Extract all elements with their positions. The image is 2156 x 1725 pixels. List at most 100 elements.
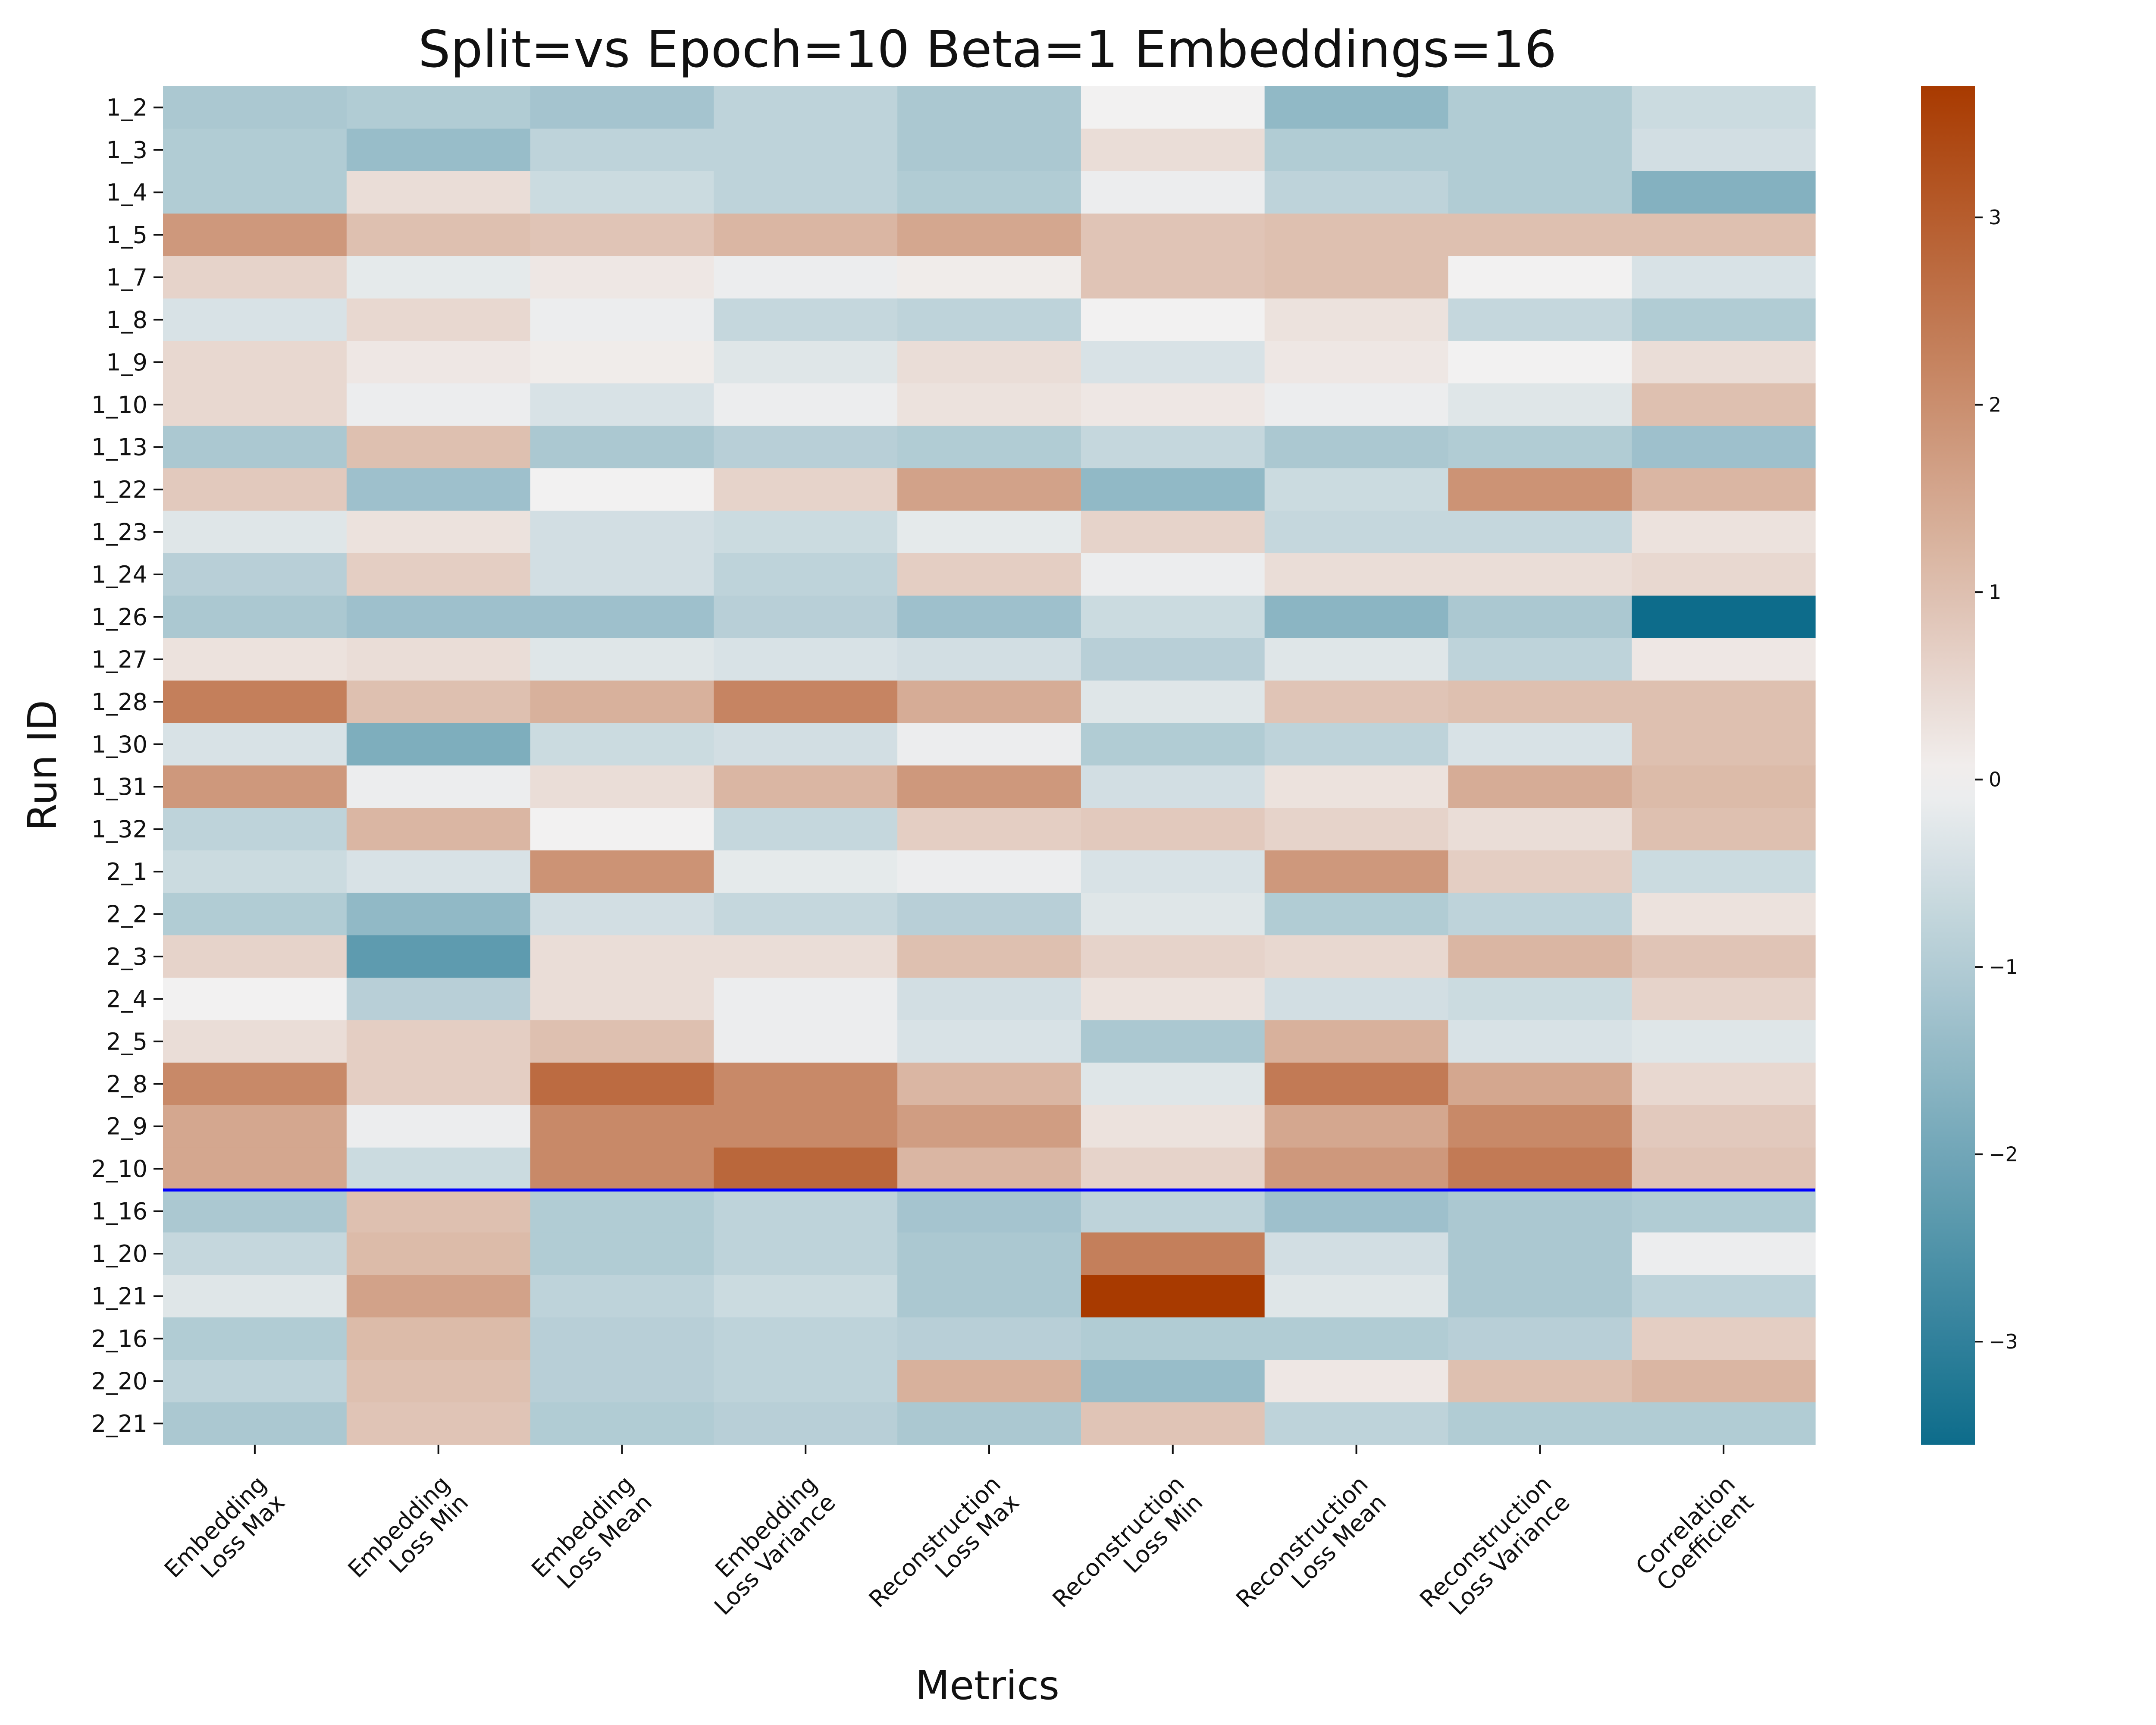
heatmap-cell-2_16-col3 (530, 1317, 714, 1360)
heatmap-cell-1_2-col2 (346, 86, 531, 129)
y-tick-label: 2_20 (91, 1367, 147, 1395)
heatmap-cell-1_24-col4 (714, 553, 898, 596)
heatmap-cell-2_8-col6 (1081, 1063, 1265, 1106)
y-tick-label: 1_5 (106, 222, 147, 249)
heatmap-cell-1_32-col1 (163, 808, 347, 851)
heatmap-cell-1_8-col5 (897, 298, 1081, 342)
heatmap-cell-1_4-col5 (897, 171, 1081, 214)
heatmap-cell-1_2-col8 (1448, 86, 1632, 129)
heatmap-cell-1_32-col7 (1264, 808, 1449, 851)
y-tick-label: 1_32 (91, 816, 147, 843)
heatmap-cell-1_21-col2 (346, 1275, 531, 1318)
y-tick-label: 1_20 (91, 1240, 147, 1267)
heatmap-cell-2_5-col2 (346, 1020, 531, 1063)
heatmap-cell-1_27-col9 (1632, 638, 1816, 681)
heatmap-cell-1_22-col2 (346, 468, 531, 511)
y-tick-label: 1_30 (91, 731, 147, 758)
x-tick-label: ReconstructionLoss Max (864, 1471, 1025, 1631)
heatmap-cell-1_13-col6 (1081, 426, 1265, 469)
heatmap-cell-1_24-col3 (530, 553, 714, 596)
heatmap-cell-2_2-col2 (346, 893, 531, 936)
heatmap-cell-2_10-col1 (163, 1147, 347, 1190)
heatmap-cell-2_5-col8 (1448, 1020, 1632, 1063)
heatmap-cell-1_26-col2 (346, 596, 531, 639)
heatmap-cell-2_5-col3 (530, 1020, 714, 1063)
heatmap-cell-1_2-col9 (1632, 86, 1816, 129)
heatmap-cell-1_30-col3 (530, 723, 714, 766)
heatmap-cell-1_23-col4 (714, 511, 898, 554)
y-tick-label: 1_16 (91, 1198, 147, 1225)
y-tick-label: 1_31 (91, 773, 147, 800)
heatmap-cell-1_20-col3 (530, 1232, 714, 1275)
y-tick-label: 2_9 (106, 1113, 147, 1140)
heatmap-cell-1_27-col1 (163, 638, 347, 681)
heatmap-cell-1_20-col6 (1081, 1232, 1265, 1275)
heatmap-cell-2_16-col7 (1264, 1317, 1449, 1360)
heatmap-cell-1_5-col1 (163, 213, 347, 257)
y-tick-label: 2_10 (91, 1155, 147, 1182)
heatmap-cell-1_31-col7 (1264, 765, 1449, 809)
heatmap-cell-2_20-col8 (1448, 1360, 1632, 1403)
heatmap-cell-1_20-col8 (1448, 1232, 1632, 1275)
heatmap-cell-1_9-col5 (897, 341, 1081, 384)
heatmap-cell-1_23-col1 (163, 511, 347, 554)
heatmap-cell-1_30-col4 (714, 723, 898, 766)
heatmap-cell-1_3-col5 (897, 129, 1081, 172)
y-tick-label: 1_3 (106, 137, 147, 164)
heatmap-cell-1_26-col1 (163, 596, 347, 639)
heatmap-cell-1_32-col8 (1448, 808, 1632, 851)
heatmap-cell-1_20-col9 (1632, 1232, 1816, 1275)
heatmap-cell-1_30-col1 (163, 723, 347, 766)
heatmap-cell-1_7-col1 (163, 256, 347, 299)
heatmap-cell-1_30-col7 (1264, 723, 1449, 766)
heatmap-cell-2_21-col9 (1632, 1402, 1816, 1445)
heatmap-cell-2_4-col4 (714, 978, 898, 1021)
y-tick-labels: 1_2 1_3 1_4 1_5 1_7 1_8 1_9 1_10 1_13 1_22 1_23 1_2… (91, 94, 163, 1437)
heatmap-cell-1_3-col7 (1264, 129, 1449, 172)
heatmap-cell-1_24-col8 (1448, 553, 1632, 596)
heatmap-cell-1_23-col2 (346, 511, 531, 554)
heatmap-cell-1_24-col9 (1632, 553, 1816, 596)
heatmap-cell-2_4-col6 (1081, 978, 1265, 1021)
heatmap-cell-2_3-col6 (1081, 935, 1265, 978)
heatmap-cell-1_28-col8 (1448, 681, 1632, 724)
heatmap-cell-2_9-col7 (1264, 1105, 1449, 1148)
heatmap-cell-1_32-col6 (1081, 808, 1265, 851)
heatmap-cell-2_8-col2 (346, 1063, 531, 1106)
heatmap-cell-2_20-col3 (530, 1360, 714, 1403)
heatmap-cell-1_21-col7 (1264, 1275, 1449, 1318)
heatmap-cell-2_5-col1 (163, 1020, 347, 1063)
heatmap-cell-1_7-col6 (1081, 256, 1265, 299)
heatmap-cell-1_8-col2 (346, 298, 531, 342)
heatmap-cell-2_21-col2 (346, 1402, 531, 1445)
colorbar-tick-label: 3 (1989, 206, 2001, 229)
heatmap-cell-1_23-col6 (1081, 511, 1265, 554)
heatmap-cell-1_2-col3 (530, 86, 714, 129)
heatmap-cell-1_23-col8 (1448, 511, 1632, 554)
heatmap-cell-1_31-col9 (1632, 765, 1816, 809)
heatmap-cell-1_31-col4 (714, 765, 898, 809)
heatmap-cell-1_8-col8 (1448, 298, 1632, 342)
heatmap-cell-2_10-col6 (1081, 1147, 1265, 1190)
heatmap-cell-1_8-col9 (1632, 298, 1816, 342)
heatmap-cell-1_5-col2 (346, 213, 531, 257)
heatmap-cell-1_9-col1 (163, 341, 347, 384)
heatmap-cell-1_27-col7 (1264, 638, 1449, 681)
heatmap-cell-2_1-col6 (1081, 850, 1265, 893)
heatmap-cell-1_28-col5 (897, 681, 1081, 724)
y-tick-label: 1_24 (91, 561, 147, 588)
heatmap-cell-2_4-col9 (1632, 978, 1816, 1021)
colorbar-tick-label: 2 (1989, 393, 2001, 417)
heatmap-cell-1_13-col9 (1632, 426, 1816, 469)
heatmap-cell-2_16-col9 (1632, 1317, 1816, 1360)
heatmap-cell-1_21-col8 (1448, 1275, 1632, 1318)
heatmap-cell-1_27-col8 (1448, 638, 1632, 681)
heatmap-cell-2_10-col7 (1264, 1147, 1449, 1190)
heatmap-cell-1_10-col4 (714, 383, 898, 427)
heatmap-cell-1_16-col8 (1448, 1190, 1632, 1233)
heatmap-cell-2_21-col5 (897, 1402, 1081, 1445)
heatmap-cell-1_7-col8 (1448, 256, 1632, 299)
x-tick-label: EmbeddingLoss Min (343, 1471, 474, 1602)
x-tick-label: ReconstructionLoss Variance (1414, 1471, 1575, 1631)
heatmap-cell-2_1-col5 (897, 850, 1081, 893)
